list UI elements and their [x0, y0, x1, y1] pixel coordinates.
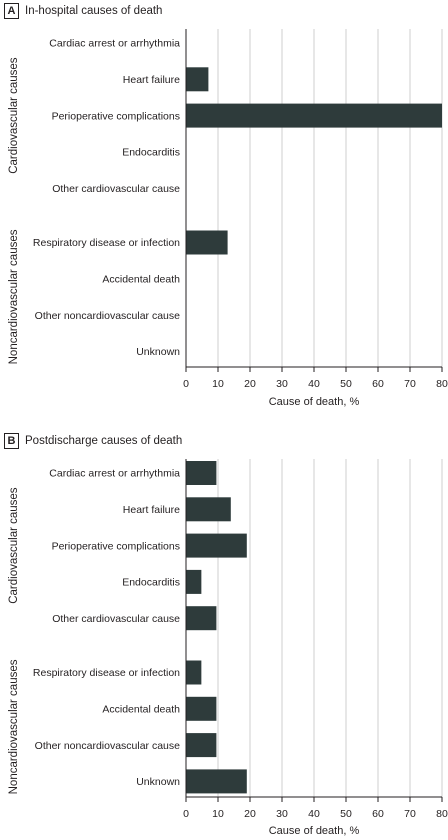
group-label: Noncardiovascular causes [8, 229, 20, 364]
bar [186, 733, 217, 758]
panel-label-box [4, 3, 19, 19]
category-label: Perioperative complications [52, 540, 180, 552]
bar [186, 67, 209, 92]
bar [186, 230, 228, 255]
bar [186, 569, 202, 594]
bar [186, 606, 217, 631]
bar [186, 497, 231, 522]
x-tick-label: 30 [276, 808, 288, 820]
category-label: Other noncardiovascular cause [35, 740, 180, 752]
bar [186, 103, 442, 128]
x-tick-label: 10 [212, 808, 224, 820]
category-label: Other cardiovascular cause [52, 183, 180, 195]
x-tick-label: 30 [276, 378, 288, 390]
bar [186, 660, 202, 685]
x-tick-label: 60 [372, 378, 384, 390]
category-label: Accidental death [102, 274, 180, 286]
bar [186, 696, 217, 721]
x-axis-title: Cause of death, % [269, 825, 360, 837]
panel-label: B [8, 435, 16, 447]
category-label: Perioperative complications [52, 110, 180, 122]
category-label: Other cardiovascular cause [52, 613, 180, 625]
category-label: Heart failure [123, 74, 180, 86]
x-tick-label: 20 [244, 378, 256, 390]
x-axis-title: Cause of death, % [269, 396, 360, 408]
x-tick-label: 60 [372, 808, 384, 820]
category-label: Endocarditis [122, 147, 180, 159]
group-label: Cardiovascular causes [8, 57, 20, 174]
category-label: Respiratory disease or infection [33, 667, 180, 679]
x-tick-label: 70 [404, 378, 416, 390]
group-label: Cardiovascular causes [8, 487, 20, 604]
x-tick-label: 0 [183, 808, 189, 820]
bar [186, 533, 247, 558]
category-label: Accidental death [102, 704, 180, 716]
panel-title: Postdischarge causes of death [25, 435, 182, 447]
x-tick-label: 20 [244, 808, 256, 820]
x-tick-label: 40 [308, 808, 320, 820]
category-label: Endocarditis [122, 577, 180, 589]
x-tick-label: 40 [308, 378, 320, 390]
x-tick-label: 50 [340, 808, 352, 820]
category-label: Unknown [136, 346, 180, 358]
bar [186, 769, 247, 794]
x-tick-label: 80 [436, 378, 448, 390]
panel-label-box [4, 433, 19, 449]
category-label: Cardiac arrest or arrhythmia [49, 38, 180, 50]
category-label: Cardiac arrest or arrhythmia [49, 468, 180, 480]
x-tick-label: 10 [212, 378, 224, 390]
category-label: Heart failure [123, 504, 180, 516]
category-label: Unknown [136, 776, 180, 788]
panel-label: A [8, 5, 16, 17]
x-tick-label: 80 [436, 808, 448, 820]
group-label: Noncardiovascular causes [8, 659, 20, 794]
category-label: Respiratory disease or infection [33, 237, 180, 249]
bar [186, 461, 217, 485]
x-tick-label: 0 [183, 378, 189, 390]
x-tick-label: 70 [404, 808, 416, 820]
panel-title: In-hospital causes of death [25, 5, 162, 17]
category-label: Other noncardiovascular cause [35, 310, 180, 322]
x-tick-label: 50 [340, 378, 352, 390]
